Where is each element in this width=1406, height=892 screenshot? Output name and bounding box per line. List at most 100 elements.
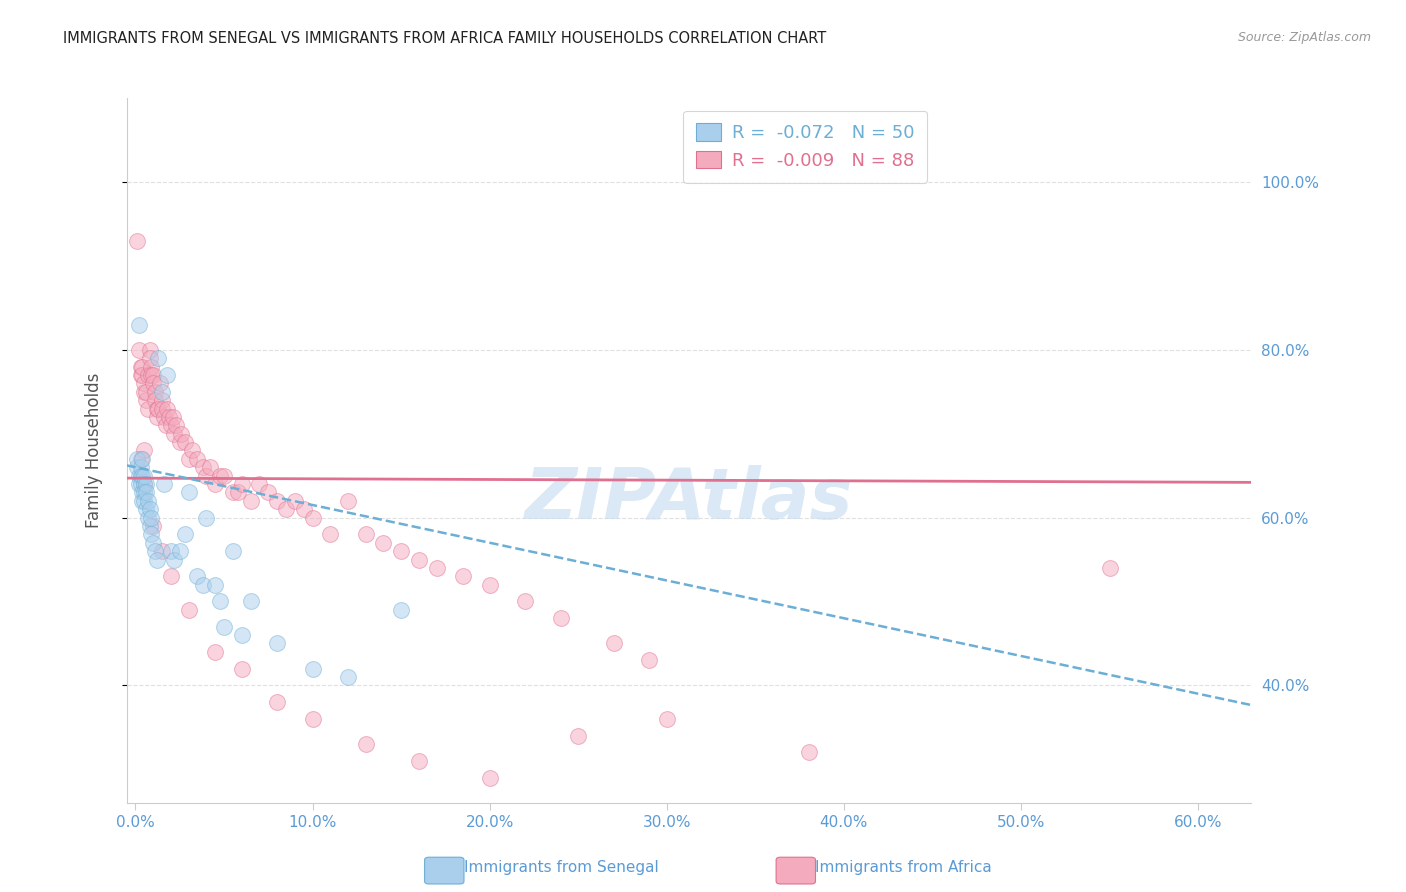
Point [145, 409, 167, 424]
Point [163, 552, 186, 566]
Point [128, 343, 150, 357]
Point [143, 544, 166, 558]
Point [191, 577, 214, 591]
Y-axis label: Family Households: Family Households [84, 373, 103, 528]
Point [129, 451, 152, 466]
Point [136, 401, 159, 416]
Point [134, 477, 156, 491]
Point [231, 477, 253, 491]
Point [222, 544, 245, 558]
Point [150, 401, 173, 416]
Point [226, 485, 249, 500]
Point [266, 695, 288, 709]
Point [186, 451, 208, 466]
Point [148, 401, 170, 416]
Point [134, 477, 156, 491]
Point [134, 443, 156, 458]
Point [266, 493, 288, 508]
Point [209, 594, 232, 608]
Point [131, 368, 153, 382]
Point [408, 754, 430, 768]
Point [247, 477, 270, 491]
Point [128, 477, 150, 491]
Point [159, 569, 181, 583]
Point [148, 351, 170, 366]
Point [142, 519, 165, 533]
Point [177, 451, 200, 466]
Point [301, 510, 323, 524]
Point [138, 343, 160, 357]
Point [145, 552, 167, 566]
Point [142, 535, 165, 549]
Point [204, 645, 226, 659]
Point [204, 577, 226, 591]
Point [212, 620, 235, 634]
Point [127, 234, 149, 248]
Point [274, 502, 297, 516]
Point [156, 368, 179, 382]
Text: ZIPAtlas: ZIPAtlas [524, 466, 853, 534]
Point [159, 418, 181, 433]
Point [451, 569, 474, 583]
Point [204, 477, 226, 491]
Point [156, 401, 179, 416]
Point [143, 393, 166, 408]
Point [638, 653, 661, 667]
Point [198, 460, 221, 475]
Point [138, 519, 160, 533]
Point [257, 485, 280, 500]
Point [150, 544, 173, 558]
Point [222, 485, 245, 500]
Point [231, 662, 253, 676]
Text: IMMIGRANTS FROM SENEGAL VS IMMIGRANTS FROM AFRICA FAMILY HOUSEHOLDS CORRELATION : IMMIGRANTS FROM SENEGAL VS IMMIGRANTS FR… [63, 31, 827, 46]
Point [170, 426, 193, 441]
Point [163, 426, 186, 441]
Point [134, 493, 156, 508]
Point [152, 409, 174, 424]
Point [181, 443, 204, 458]
Point [408, 552, 430, 566]
Point [169, 435, 191, 450]
Point [128, 318, 150, 332]
Point [354, 527, 377, 541]
Point [152, 477, 174, 491]
Point [478, 771, 501, 785]
Point [797, 746, 820, 760]
Point [301, 662, 323, 676]
Point [186, 569, 208, 583]
Point [149, 376, 172, 391]
Point [478, 577, 501, 591]
Point [135, 485, 157, 500]
Point [162, 409, 184, 424]
Point [174, 435, 197, 450]
Point [354, 737, 377, 751]
Point [195, 510, 218, 524]
Text: Immigrants from Senegal: Immigrants from Senegal [464, 860, 659, 874]
Point [389, 544, 412, 558]
Text: Source: ZipAtlas.com: Source: ZipAtlas.com [1237, 31, 1371, 45]
Point [195, 468, 218, 483]
Point [239, 594, 262, 608]
Point [141, 510, 163, 524]
Point [127, 460, 149, 475]
Point [266, 636, 288, 650]
Point [127, 451, 149, 466]
Point [134, 384, 156, 399]
Point [138, 351, 160, 366]
Point [129, 468, 152, 483]
Point [138, 502, 160, 516]
Point [129, 477, 152, 491]
Point [231, 628, 253, 642]
Point [550, 611, 572, 625]
Point [143, 384, 166, 399]
Point [128, 468, 150, 483]
Point [150, 384, 173, 399]
Point [567, 729, 589, 743]
Point [159, 544, 181, 558]
Point [135, 502, 157, 516]
Point [239, 493, 262, 508]
Point [284, 493, 307, 508]
Point [169, 544, 191, 558]
Point [292, 502, 315, 516]
Point [174, 527, 197, 541]
